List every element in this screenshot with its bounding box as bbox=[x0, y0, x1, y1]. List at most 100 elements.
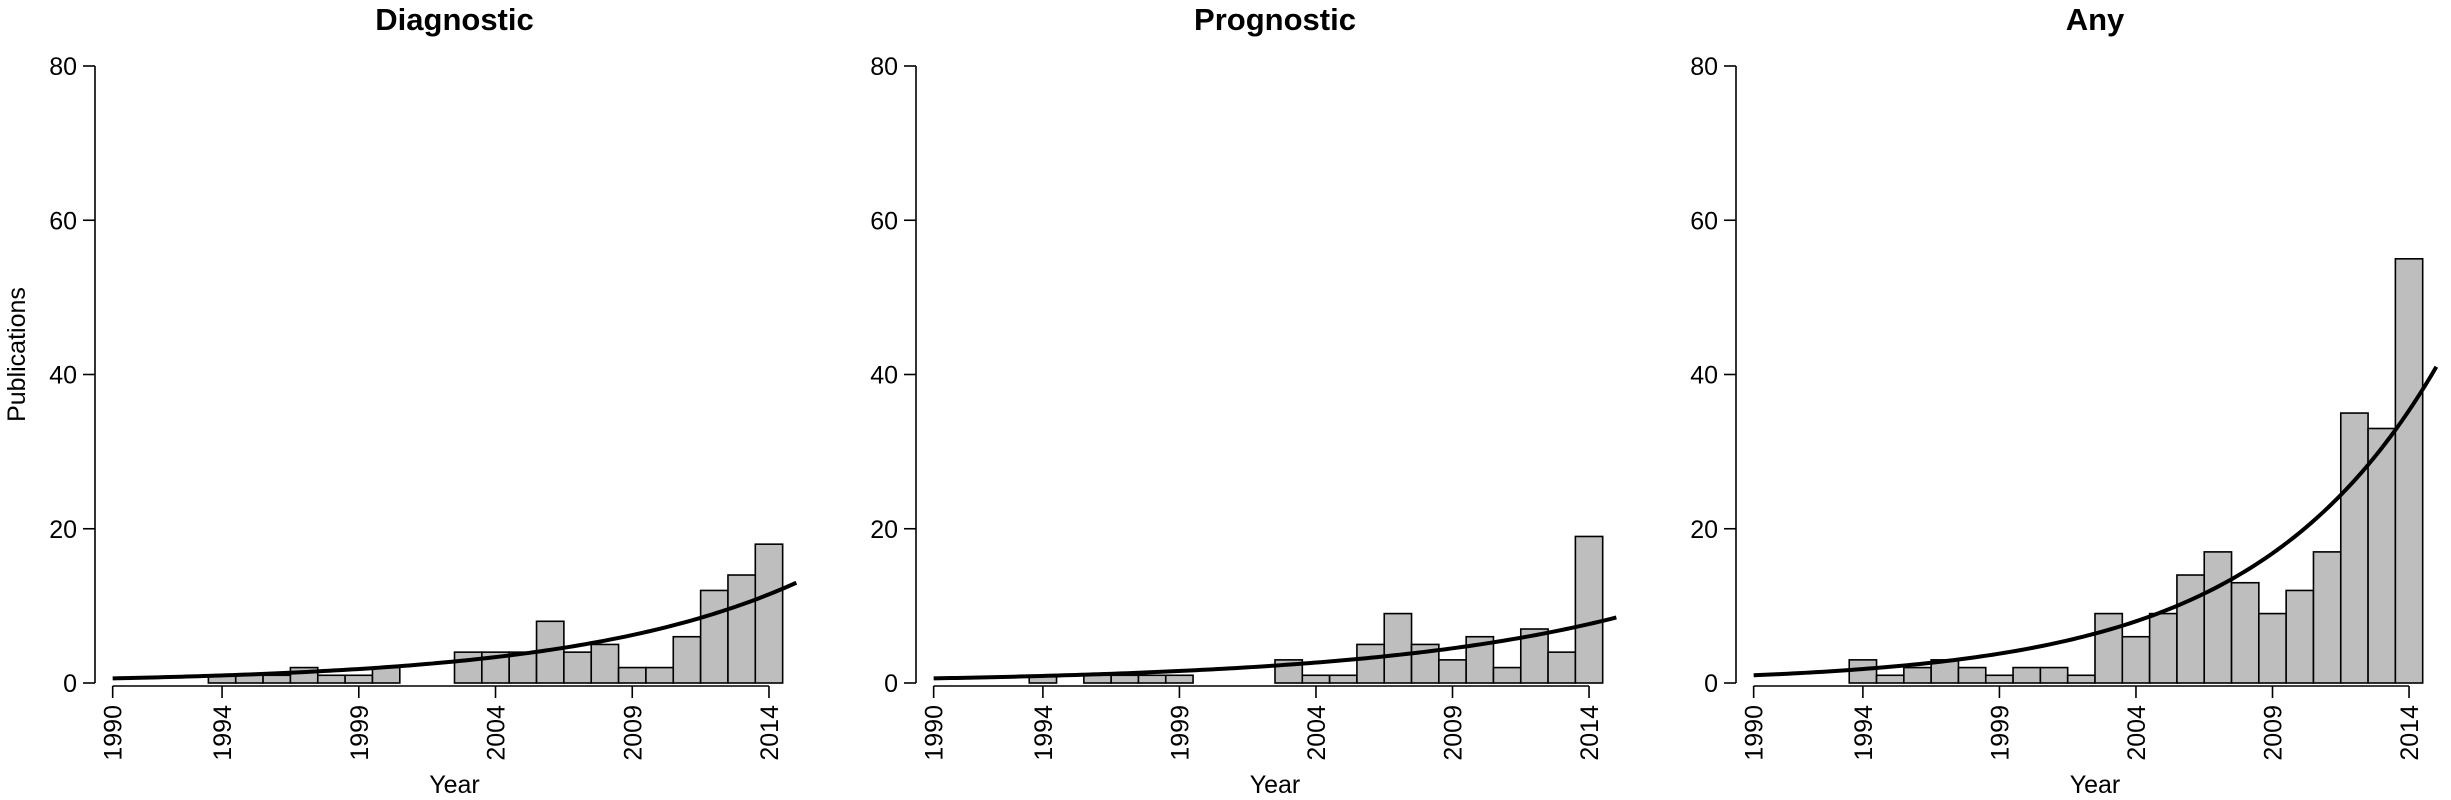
y-tick-label: 40 bbox=[870, 362, 898, 390]
panel-diagnostic: Diagnostic Year Publications 0 20 40 60 80 19… bbox=[3, 2, 798, 799]
x-tick-label: 1990 bbox=[921, 705, 949, 761]
bar-2013 bbox=[727, 574, 757, 684]
x-tick-label: 2014 bbox=[756, 705, 784, 761]
bar-2014 bbox=[754, 543, 784, 684]
bar-1999 bbox=[1164, 674, 1194, 684]
bar-2009 bbox=[617, 666, 647, 684]
y-tick-label: 80 bbox=[1690, 53, 1718, 81]
panel-any: Any Year 0 20 40 60 80 1990 1994 1999 2004 2009 20… bbox=[1690, 2, 2439, 799]
x-tick-label: 1994 bbox=[1030, 705, 1058, 761]
bar-2010 bbox=[2285, 589, 2315, 684]
bar-2008 bbox=[2230, 581, 2260, 684]
bar-2009 bbox=[2258, 612, 2287, 684]
bar-2006 bbox=[2176, 574, 2206, 684]
trend-curve bbox=[1753, 365, 2439, 678]
bar-2007 bbox=[2203, 551, 2233, 684]
x-tick-label: 2004 bbox=[2123, 705, 2151, 761]
bar-2003 bbox=[453, 651, 483, 684]
x-axis: 1990 1994 1999 2004 2009 2014 bbox=[921, 685, 1604, 761]
x-tick-label: 2004 bbox=[483, 705, 511, 761]
y-tick-label: 60 bbox=[1690, 207, 1718, 235]
bar-1999 bbox=[344, 674, 374, 684]
bar-2014 bbox=[1574, 535, 1604, 684]
x-axis-label: Year bbox=[429, 771, 480, 799]
bar-2005 bbox=[508, 651, 538, 684]
y-tick-label: 20 bbox=[49, 516, 77, 544]
bar-2013 bbox=[2367, 427, 2397, 684]
panel-title: Prognostic bbox=[1194, 2, 1356, 37]
y-tick-label: 60 bbox=[870, 207, 898, 235]
bar-1997 bbox=[1110, 674, 1140, 684]
x-tick-label: 2009 bbox=[2260, 705, 2288, 761]
x-tick-label: 2004 bbox=[1303, 705, 1331, 761]
panel-prognostic: Prognostic Year 0 20 40 60 80 1990 1994 1999 200… bbox=[870, 2, 1617, 799]
x-axis: 1990 1994 1999 2004 2009 2014 bbox=[1741, 685, 2424, 761]
x-axis-label: Year bbox=[1250, 771, 1301, 799]
bar-2010 bbox=[645, 666, 675, 684]
y-tick-label: 20 bbox=[1690, 516, 1718, 544]
bar-2011 bbox=[672, 635, 702, 684]
y-tick-label: 40 bbox=[49, 362, 77, 390]
x-tick-label: 1999 bbox=[1166, 705, 1194, 761]
y-axis: 0 20 40 60 80 bbox=[1690, 53, 1737, 698]
x-tick-label: 1999 bbox=[1986, 705, 2014, 761]
x-tick-label: 1990 bbox=[1741, 705, 1769, 761]
panel-title: Diagnostic bbox=[375, 2, 533, 37]
bar-2012 bbox=[2339, 412, 2369, 684]
bar-2007 bbox=[1383, 612, 1413, 684]
x-tick-label: 1990 bbox=[100, 705, 128, 761]
bars bbox=[1028, 535, 1604, 684]
x-axis: 1990 1994 1999 2004 2009 2014 bbox=[100, 685, 784, 761]
bar-2004 bbox=[2121, 635, 2151, 684]
bar-1996 bbox=[262, 674, 292, 684]
x-tick-label: 2014 bbox=[1576, 705, 1604, 761]
bar-2002 bbox=[2066, 674, 2096, 684]
y-axis: 0 20 40 60 80 bbox=[49, 53, 96, 698]
bars bbox=[1848, 258, 2424, 684]
bar-2008 bbox=[590, 643, 620, 684]
bar-2011 bbox=[1492, 666, 1522, 684]
bar-2003 bbox=[2094, 612, 2124, 684]
trend-curve bbox=[933, 615, 1617, 681]
y-tick-label: 20 bbox=[870, 516, 898, 544]
x-tick-label: 2009 bbox=[619, 705, 647, 761]
y-tick-label: 0 bbox=[884, 670, 898, 698]
x-tick-label: 1994 bbox=[209, 705, 237, 761]
bar-2006 bbox=[1356, 643, 1386, 684]
bar-2004 bbox=[1301, 674, 1331, 684]
bar-1998 bbox=[1137, 674, 1167, 684]
bar-2005 bbox=[2148, 612, 2178, 684]
y-tick-label: 60 bbox=[49, 207, 77, 235]
trend-curve bbox=[112, 580, 798, 681]
x-axis-label: Year bbox=[2070, 771, 2121, 799]
bar-2011 bbox=[2312, 551, 2342, 684]
bar-1998 bbox=[1957, 666, 1987, 684]
x-tick-label: 2014 bbox=[2396, 705, 2424, 761]
bar-1996 bbox=[1903, 666, 1932, 684]
bar-2013 bbox=[1547, 651, 1577, 684]
bar-2005 bbox=[1328, 674, 1358, 684]
bar-2014 bbox=[2394, 258, 2424, 684]
y-tick-label: 0 bbox=[1704, 670, 1718, 698]
x-tick-label: 1999 bbox=[346, 705, 374, 761]
y-tick-label: 0 bbox=[63, 670, 77, 698]
y-tick-label: 80 bbox=[870, 53, 898, 81]
bar-2009 bbox=[1438, 659, 1467, 684]
x-tick-label: 2009 bbox=[1440, 705, 1468, 761]
bar-2000 bbox=[2012, 666, 2042, 684]
y-axis-label: Publications bbox=[3, 287, 31, 422]
y-axis: 0 20 40 60 80 bbox=[870, 53, 917, 698]
bars bbox=[207, 543, 784, 684]
bar-1999 bbox=[1984, 674, 2014, 684]
bar-1995 bbox=[1875, 674, 1905, 684]
bar-2000 bbox=[371, 666, 401, 684]
bar-2001 bbox=[2039, 666, 2069, 684]
y-tick-label: 40 bbox=[1690, 362, 1718, 390]
bar-2012 bbox=[699, 589, 729, 684]
panel-title: Any bbox=[2066, 2, 2125, 37]
y-tick-label: 80 bbox=[49, 53, 77, 81]
bar-1998 bbox=[316, 674, 346, 684]
x-tick-label: 1994 bbox=[1850, 705, 1878, 761]
bar-2007 bbox=[563, 651, 593, 684]
